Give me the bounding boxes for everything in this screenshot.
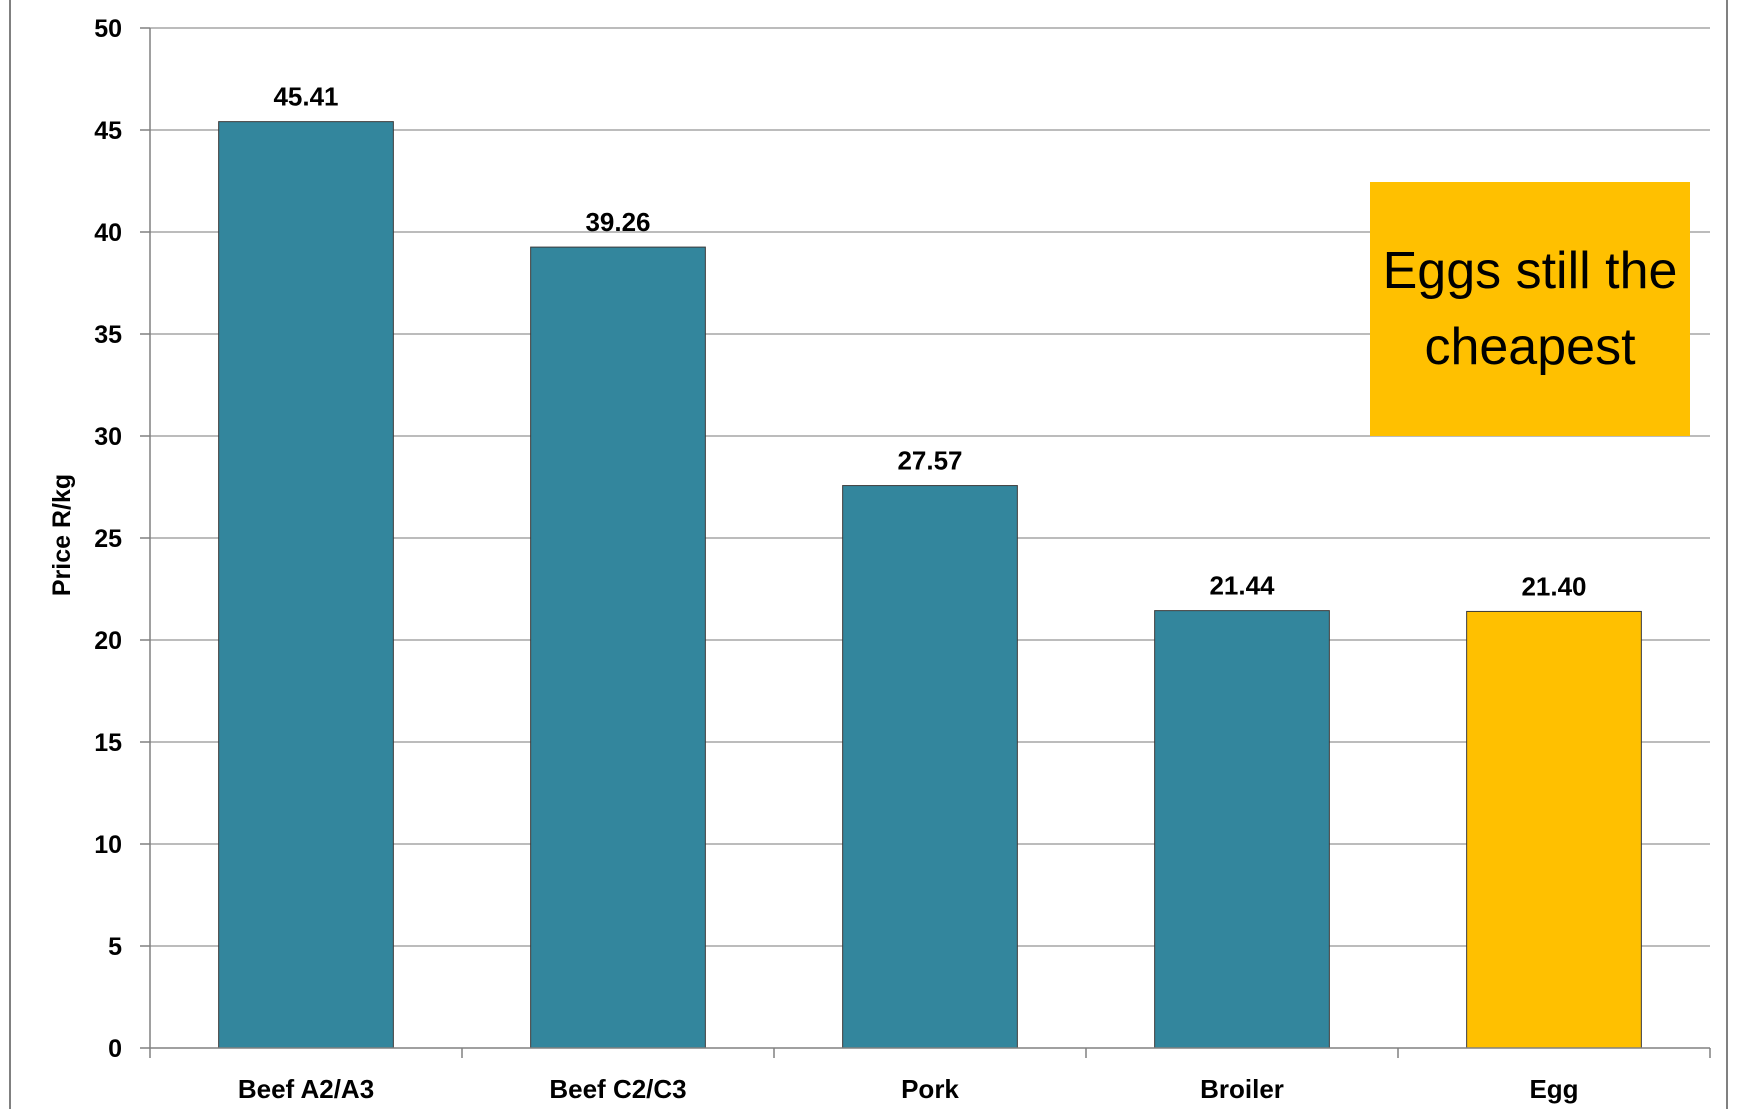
x-category-label: Broiler — [1200, 1074, 1284, 1104]
y-tick-label: 10 — [94, 831, 122, 859]
data-label: 39.26 — [585, 207, 650, 237]
y-tick-label: 0 — [108, 1035, 122, 1063]
y-axis-title: Price R/kg — [48, 474, 76, 596]
y-tick-label: 40 — [94, 219, 122, 247]
data-label: 21.44 — [1209, 571, 1275, 601]
bars — [218, 121, 1642, 1049]
y-tick-label: 50 — [94, 15, 122, 43]
bar — [1466, 610, 1642, 1049]
axes: 0 5 10 15 20 25 30 35 40 45 50 Beef A2/A3 Beef C2/C3… — [94, 15, 1711, 1104]
data-label: 45.41 — [273, 82, 338, 112]
y-tick-label: 45 — [94, 117, 122, 145]
x-category-label: Egg — [1529, 1074, 1578, 1104]
y-tick-label: 35 — [94, 321, 122, 349]
data-labels: 45.41 39.26 27.57 21.44 21.40 — [273, 82, 1586, 602]
bar — [530, 246, 706, 1049]
bar — [218, 121, 394, 1049]
bar — [1154, 610, 1330, 1049]
x-category-label: Pork — [901, 1074, 959, 1104]
y-tick-label: 5 — [108, 933, 122, 961]
y-tick-label: 15 — [94, 729, 122, 757]
x-category-label: Beef A2/A3 — [238, 1074, 374, 1104]
y-tick-label: 30 — [94, 423, 122, 451]
data-label: 21.40 — [1521, 571, 1586, 601]
annotation-callout: Eggs still the cheapest — [1370, 182, 1690, 436]
x-category-label: Beef C2/C3 — [549, 1074, 686, 1104]
y-tick-label: 25 — [94, 525, 122, 553]
data-label: 27.57 — [897, 446, 962, 476]
bar — [842, 485, 1018, 1049]
y-tick-label: 20 — [94, 627, 122, 655]
